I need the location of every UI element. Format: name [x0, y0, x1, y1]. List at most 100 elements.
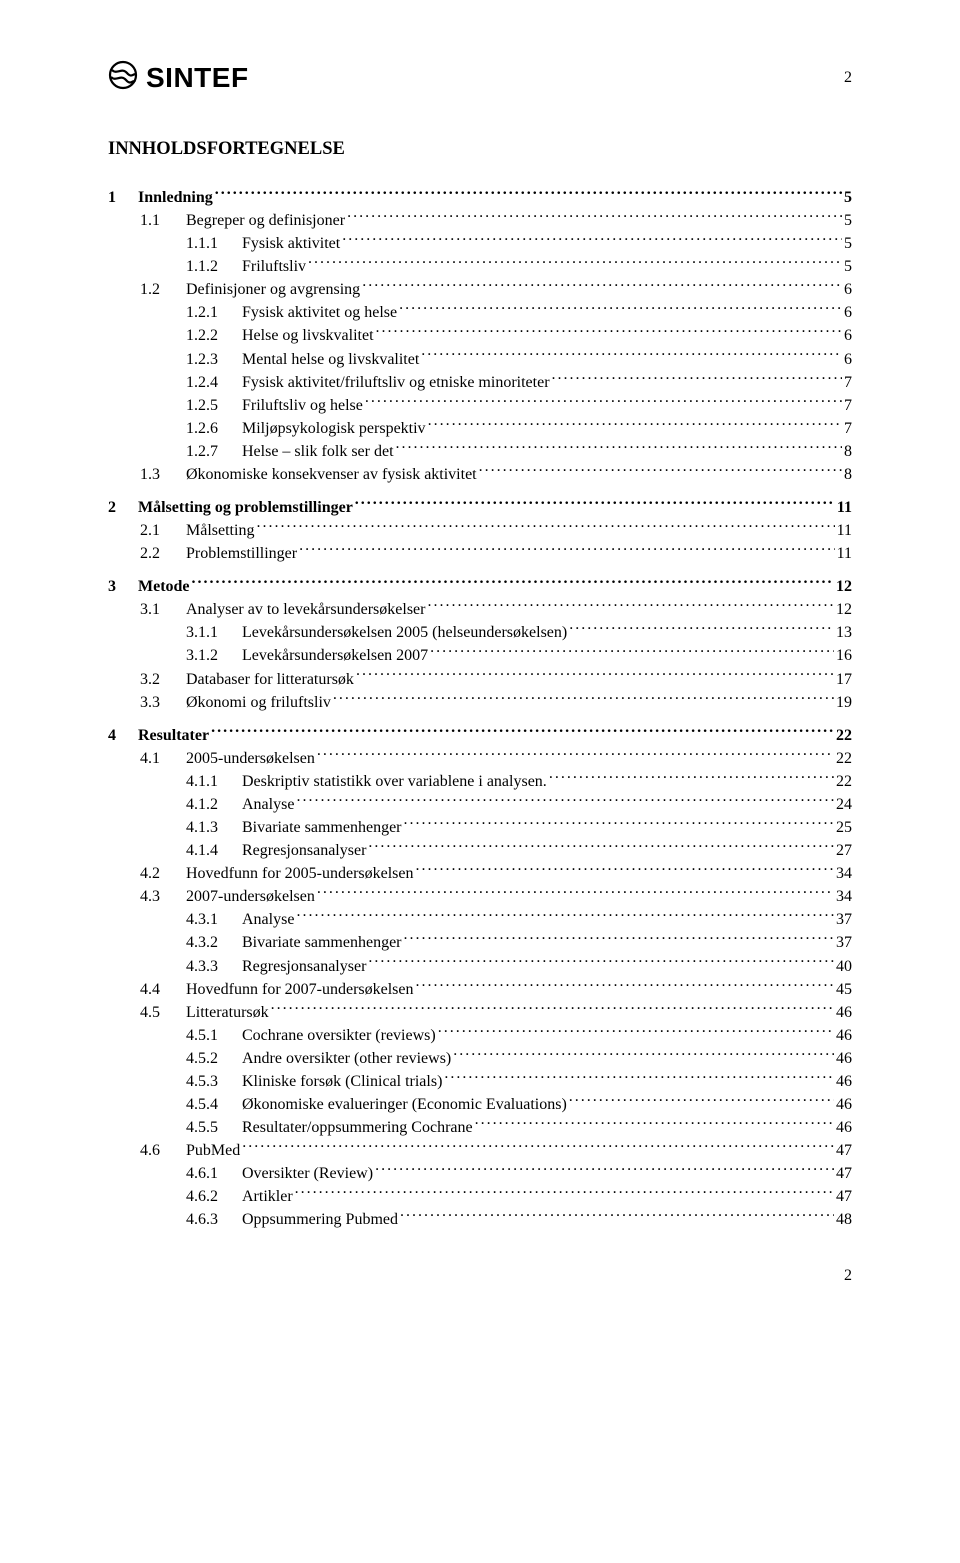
toc-entry-title: Resultater	[138, 727, 209, 744]
toc-entry: 3.1Analyser av to levekårsundersøkelser1…	[108, 598, 852, 621]
toc-entry-title: Levekårsundersøkelsen 2007	[242, 647, 428, 664]
toc-entry-title: Friluftsliv og helse	[242, 397, 363, 414]
toc-entry-title: 2007-undersøkelsen	[186, 888, 315, 905]
toc-entry-page: 46	[836, 1071, 852, 1093]
toc-entry-label: 4.5.2Andre oversikter (other reviews)	[186, 1048, 451, 1070]
toc-entry-title: Målsetting og problemstillinger	[138, 499, 353, 516]
brand-name: SINTEF	[146, 62, 249, 94]
toc-leader-dots	[438, 1024, 834, 1040]
toc-entry-label: 4.1.3Bivariate sammenhenger	[186, 817, 402, 839]
toc-entry-page: 13	[836, 622, 852, 644]
toc-entry-label: 1.2.4Fysisk aktivitet/friluftsliv og etn…	[186, 372, 550, 394]
toc-leader-dots	[211, 724, 834, 740]
toc-entry-page: 7	[844, 372, 852, 394]
toc-entry-label: 4.6.2Artikler	[186, 1186, 293, 1208]
toc-entry: 1.2.6Miljøpsykologisk perspektiv7	[108, 417, 852, 440]
toc-entry-label: 1.1.2Friluftsliv	[186, 256, 306, 278]
toc-leader-dots	[552, 371, 842, 387]
toc-leader-dots	[444, 1070, 834, 1086]
toc-entry-title: Bivariate sammenhenger	[242, 819, 402, 836]
toc-entry-page: 46	[836, 1025, 852, 1047]
toc-entry-label: 2.2Problemstillinger	[140, 543, 297, 565]
toc-entry-title: Innledning	[138, 189, 213, 206]
toc-entry: 4.1.2Analyse24	[108, 793, 852, 816]
toc-entry-number: 4.6.2	[186, 1186, 242, 1208]
toc-entry: 1.2.2Helse og livskvalitet6	[108, 324, 852, 347]
toc-entry: 4.1.3Bivariate sammenhenger25	[108, 816, 852, 839]
toc-leader-dots	[396, 440, 842, 456]
toc-entry-number: 4.4	[140, 979, 186, 1001]
toc-entry-number: 3.1	[140, 599, 186, 621]
toc-entry-number: 1.2.7	[186, 441, 242, 463]
toc-leader-dots	[362, 278, 842, 294]
toc-entry-title: Andre oversikter (other reviews)	[242, 1050, 451, 1067]
toc-entry-page: 6	[844, 349, 852, 371]
toc-entry-label: 4.3.3Regresjonsanalyser	[186, 956, 366, 978]
toc-leader-dots	[333, 691, 834, 707]
toc-entry: 1.2Definisjoner og avgrensing6	[108, 278, 852, 301]
toc-entry-number: 1.2.5	[186, 395, 242, 417]
toc-entry-label: 1.2.3Mental helse og livskvalitet	[186, 349, 419, 371]
toc-entry-number: 4.5.1	[186, 1025, 242, 1047]
toc-entry-title: Miljøpsykologisk perspektiv	[242, 420, 426, 437]
toc-entry: 3Metode12	[108, 575, 852, 598]
toc-entry: 3.1.1Levekårsundersøkelsen 2005 (helseun…	[108, 621, 852, 644]
toc-entry-title: Økonomiske evalueringer (Economic Evalua…	[242, 1096, 567, 1113]
toc-entry-label: 4.1.1Deskriptiv statistikk over variable…	[186, 771, 547, 793]
toc-entry-title: Hovedfunn for 2007-undersøkelsen	[186, 981, 414, 998]
toc-leader-dots	[317, 747, 834, 763]
toc-entry: 2.2Problemstillinger11	[108, 542, 852, 565]
toc-entry-page: 11	[837, 497, 852, 519]
toc-entry-label: 4.4Hovedfunn for 2007-undersøkelsen	[140, 979, 414, 1001]
toc-entry-label: 4.12005-undersøkelsen	[140, 748, 315, 770]
toc-entry-number: 1	[108, 187, 138, 209]
toc-leader-dots	[569, 1093, 834, 1109]
toc-entry-label: 1.3Økonomiske konsekvenser av fysisk akt…	[140, 464, 477, 486]
toc-entry: 1.2.7Helse – slik folk ser det8	[108, 440, 852, 463]
toc-entry-page: 27	[836, 840, 852, 862]
toc-leader-dots	[421, 348, 842, 364]
toc-entry-number: 1.2.2	[186, 325, 242, 347]
toc-entry-title: Metode	[138, 578, 190, 595]
toc-entry-page: 46	[836, 1117, 852, 1139]
toc-entry-number: 4.1.3	[186, 817, 242, 839]
toc-entry-number: 1.2.1	[186, 302, 242, 324]
toc-entry-page: 22	[836, 771, 852, 793]
page-number-bottom: 2	[108, 1267, 852, 1285]
toc-entry-number: 1.3	[140, 464, 186, 486]
toc-entry-number: 1.1.1	[186, 233, 242, 255]
toc-entry-number: 4.3.3	[186, 956, 242, 978]
toc-entry-number: 4.5.3	[186, 1071, 242, 1093]
toc-entry: 1.2.3Mental helse og livskvalitet 6	[108, 348, 852, 371]
toc-entry: 4.5.5Resultater/oppsummering Cochrane 46	[108, 1116, 852, 1139]
toc-entry: 1.2.4Fysisk aktivitet/friluftsliv og etn…	[108, 371, 852, 394]
toc-entry: 4.4Hovedfunn for 2007-undersøkelsen45	[108, 978, 852, 1001]
toc-entry-title: Analyser av to levekårsundersøkelser	[186, 601, 425, 618]
toc-entry: 4.5.2Andre oversikter (other reviews)46	[108, 1047, 852, 1070]
toc-entry: 4.5.3Kliniske forsøk (Clinical trials) 46	[108, 1070, 852, 1093]
toc-entry-number: 4.3.1	[186, 909, 242, 931]
toc-leader-dots	[296, 793, 834, 809]
toc-leader-dots	[368, 955, 834, 971]
toc-entry-label: 2Målsetting og problemstillinger	[108, 497, 353, 519]
globe-icon	[108, 60, 138, 95]
toc-entry: 1.2.1Fysisk aktivitet og helse6	[108, 301, 852, 324]
toc-leader-dots	[256, 519, 834, 535]
toc-entry-number: 4	[108, 725, 138, 747]
toc-entry-page: 47	[836, 1140, 852, 1162]
toc-entry: 3.2Databaser for litteratursøk17	[108, 668, 852, 691]
toc-entry: 4.3.2Bivariate sammenhenger37	[108, 931, 852, 954]
toc-entry-page: 7	[844, 395, 852, 417]
toc-leader-dots	[416, 978, 835, 994]
toc-entry-label: 4.3.2Bivariate sammenhenger	[186, 932, 402, 954]
toc-entry-page: 5	[844, 187, 852, 209]
toc-entry-label: 4.5.1Cochrane oversikter (reviews)	[186, 1025, 436, 1047]
toc-entry-label: 4.5.5Resultater/oppsummering Cochrane	[186, 1117, 473, 1139]
toc-entry-number: 4.3	[140, 886, 186, 908]
toc-entry-title: Databaser for litteratursøk	[186, 671, 354, 688]
toc-entry-label: 4.2Hovedfunn for 2005-undersøkelsen	[140, 863, 414, 885]
toc-entry-label: 4.5.3Kliniske forsøk (Clinical trials)	[186, 1071, 442, 1093]
toc-entry-label: 1.2Definisjoner og avgrensing	[140, 279, 360, 301]
toc-entry-label: 1.2.7Helse – slik folk ser det	[186, 441, 394, 463]
toc-entry-page: 5	[844, 256, 852, 278]
